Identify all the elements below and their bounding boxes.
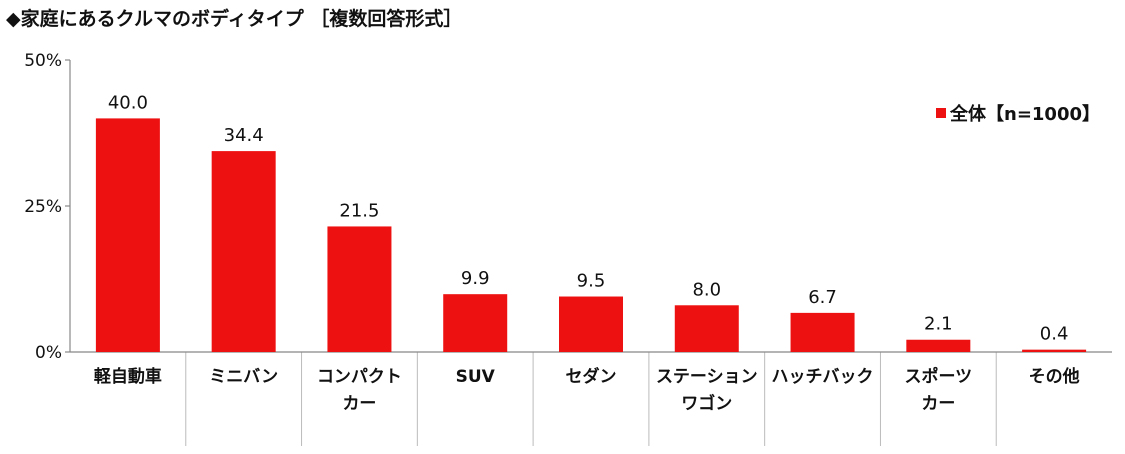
data-label: 21.5	[339, 200, 379, 221]
legend-label: 全体【n=1000】	[950, 104, 1100, 125]
category-label: カー	[342, 394, 376, 414]
data-label: 40.0	[108, 92, 148, 113]
category-label: ステーション	[656, 367, 758, 387]
legend: 全体【n=1000】	[936, 100, 1100, 126]
data-label: 6.7	[808, 287, 837, 308]
category-label: セダン	[566, 366, 617, 387]
bar	[906, 339, 971, 352]
data-label: 9.9	[461, 268, 490, 289]
category-label: その他	[1029, 366, 1080, 387]
y-tick-label: 0%	[35, 343, 62, 363]
bar	[327, 226, 392, 352]
bar	[211, 151, 276, 352]
data-label: 2.1	[924, 314, 953, 335]
data-label: 0.4	[1040, 324, 1069, 345]
bar	[790, 312, 855, 352]
legend-swatch	[936, 108, 946, 118]
category-label: コンパクト	[317, 367, 402, 387]
bar	[1022, 349, 1087, 352]
y-tick-label: 25%	[24, 197, 62, 217]
bar	[95, 118, 160, 353]
category-label: ワゴン	[681, 393, 732, 414]
category-label: カー	[921, 394, 955, 414]
category-label: ミニバン	[209, 367, 278, 387]
category-label: ハッチバック	[772, 367, 874, 387]
category-label: スポーツ	[904, 366, 972, 387]
chart-title: ◆家庭にあるクルマのボディタイプ ［複数回答形式］	[6, 8, 463, 30]
data-label: 8.0	[692, 279, 721, 300]
category-label: 軽自動車	[94, 366, 162, 387]
bar	[443, 294, 508, 352]
bar	[674, 305, 739, 352]
data-label: 34.4	[224, 125, 264, 146]
y-tick-label: 50%	[24, 51, 62, 71]
bar	[559, 296, 623, 352]
category-label: SUV	[456, 367, 496, 387]
data-label: 9.5	[577, 271, 606, 292]
